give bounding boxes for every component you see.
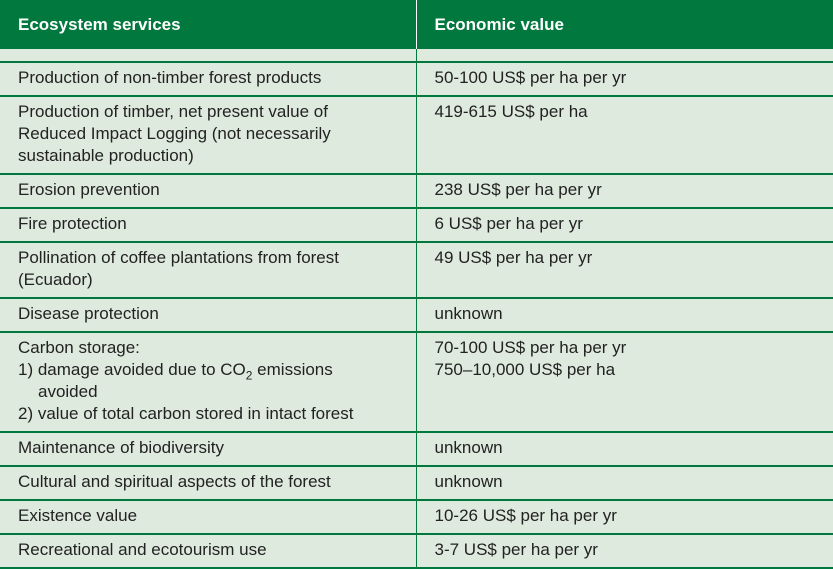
co2-subscript: 2: [245, 368, 253, 383]
service-cell: Recreational and ecotourism use: [0, 534, 417, 569]
value-cell: unknown: [416, 298, 833, 333]
table-row: Maintenance of biodiversity unknown: [0, 432, 833, 467]
table-row: Fire protection 6 US$ per ha per yr: [0, 208, 833, 243]
service-cell: Disease protection: [0, 298, 417, 333]
value-cell: 70-100 US$ per ha per yr 750–10,000 US$ …: [416, 332, 833, 433]
column-header-value: Economic value: [416, 0, 833, 49]
service-cell: Carbon storage: 1) damage avoided due to…: [0, 332, 417, 433]
table-row: Disease protection unknown: [0, 298, 833, 333]
table-header-row: Ecosystem services Economic value: [0, 0, 833, 49]
spacer-row: [0, 49, 833, 63]
column-header-services: Ecosystem services: [0, 0, 417, 49]
table-row: Existence value 10-26 US$ per ha per yr: [0, 500, 833, 535]
service-cell: Erosion prevention: [0, 174, 417, 209]
service-cell: Production of timber, net present value …: [0, 96, 417, 175]
value-cell: 49 US$ per ha per yr: [416, 242, 833, 299]
service-cell: Pollination of coffee plantations from f…: [0, 242, 417, 299]
carbon-title: Carbon storage:: [18, 338, 140, 357]
service-line: sustainable production): [18, 146, 194, 165]
carbon-item-1-continuation: avoided: [38, 382, 98, 401]
service-line: Reduced Impact Logging (not necessarily: [18, 124, 331, 143]
service-line: Pollination of coffee plantations from f…: [18, 248, 339, 267]
service-cell: Cultural and spiritual aspects of the fo…: [0, 466, 417, 501]
value-cell: 10-26 US$ per ha per yr: [416, 500, 833, 535]
value-cell: 238 US$ per ha per yr: [416, 174, 833, 209]
service-cell: Existence value: [0, 500, 417, 535]
carbon-item-1: 1) damage avoided due to CO2 emissions: [18, 359, 398, 381]
service-cell: Production of non-timber forest products: [0, 62, 417, 97]
value-cell: 6 US$ per ha per yr: [416, 208, 833, 243]
spacer-cell: [0, 49, 417, 63]
value-line: 750–10,000 US$ per ha: [434, 360, 616, 379]
value-line: 70-100 US$ per ha per yr: [434, 338, 627, 357]
carbon-item-2: 2) value of total carbon stored in intac…: [18, 404, 354, 423]
value-cell: 3-7 US$ per ha per yr: [416, 534, 833, 569]
table-row: Pollination of coffee plantations from f…: [0, 242, 833, 299]
table-row: Erosion prevention 238 US$ per ha per yr: [0, 174, 833, 209]
service-cell: Maintenance of biodiversity: [0, 432, 417, 467]
value-cell: 419-615 US$ per ha: [416, 96, 833, 175]
value-cell: unknown: [416, 432, 833, 467]
carbon-item-1-text: 1) damage avoided due to CO: [18, 360, 246, 379]
table-row-carbon: Carbon storage: 1) damage avoided due to…: [0, 332, 833, 433]
table-row: Production of timber, net present value …: [0, 96, 833, 175]
table-row: Recreational and ecotourism use 3-7 US$ …: [0, 534, 833, 569]
table-row: Production of non-timber forest products…: [0, 62, 833, 97]
service-line: (Ecuador): [18, 270, 93, 289]
value-cell: 50-100 US$ per ha per yr: [416, 62, 833, 97]
value-cell: unknown: [416, 466, 833, 501]
carbon-item-1-text-end: emissions: [252, 360, 333, 379]
spacer-cell: [416, 49, 833, 63]
service-line: Production of timber, net present value …: [18, 102, 328, 121]
service-cell: Fire protection: [0, 208, 417, 243]
table-row: Cultural and spiritual aspects of the fo…: [0, 466, 833, 501]
